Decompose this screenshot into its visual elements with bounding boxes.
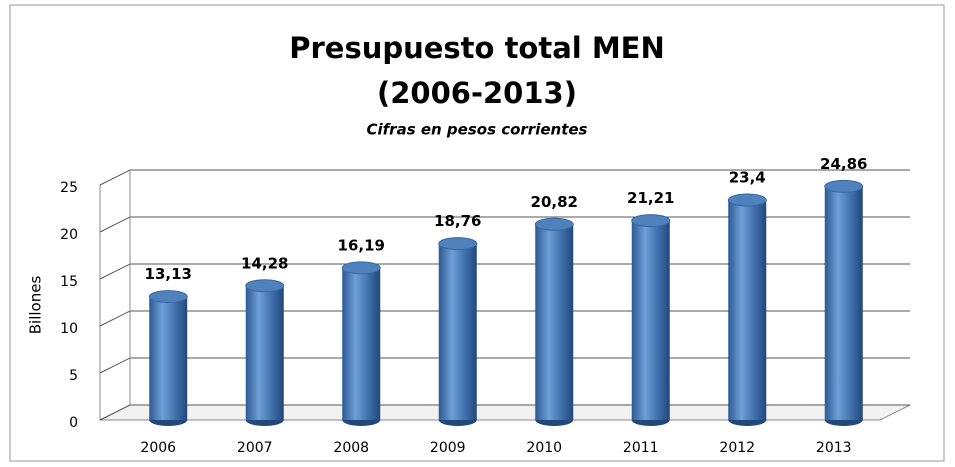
value-label: 20,82	[531, 193, 578, 211]
y-tick-label: 10	[60, 321, 78, 337]
grid-line	[99, 169, 131, 186]
bar-top	[727, 193, 767, 207]
value-label: 23,4	[729, 169, 766, 187]
bar	[535, 224, 574, 420]
value-label: 21,21	[627, 189, 674, 207]
bar-top	[341, 261, 381, 275]
y-tick-label: 20	[60, 227, 78, 243]
bar-top	[438, 237, 478, 251]
bar	[149, 296, 188, 420]
grid-line	[99, 357, 131, 374]
bar	[342, 267, 381, 420]
chart-title: Presupuesto total MEN	[289, 31, 665, 65]
grid-line	[99, 263, 131, 280]
value-label: 13,13	[145, 265, 192, 283]
floor	[99, 404, 911, 421]
bar	[438, 243, 477, 420]
x-tick-label: 2010	[526, 440, 562, 456]
chart-subtitle: Cifras en pesos corrientes	[367, 121, 588, 139]
grid-line	[99, 310, 131, 327]
bar-top	[245, 279, 285, 293]
x-tick-label: 2013	[816, 440, 852, 456]
grid-line	[99, 404, 131, 421]
value-label: 18,76	[434, 212, 481, 230]
bar	[631, 220, 670, 420]
x-tick-label: 2008	[333, 440, 369, 456]
y-tick-label: 15	[60, 274, 78, 290]
y-tick-label: 0	[69, 415, 78, 431]
bar-top	[534, 217, 574, 231]
bar-top	[148, 290, 188, 304]
value-label: 14,28	[241, 254, 288, 272]
value-label: 16,19	[338, 236, 385, 254]
value-label: 24,86	[820, 155, 867, 173]
bar	[824, 186, 863, 420]
y-axis-label: Billones	[27, 276, 45, 335]
bar	[728, 200, 767, 420]
x-tick-label: 2006	[140, 440, 176, 456]
x-tick-label: 2011	[623, 440, 659, 456]
y-tick-label: 25	[60, 180, 78, 196]
bar-top	[824, 179, 864, 193]
x-tick-label: 2007	[237, 440, 273, 456]
x-tick-label: 2012	[719, 440, 755, 456]
chart-title: (2006-2013)	[377, 76, 577, 110]
y-tick-label: 5	[69, 368, 78, 384]
bar	[245, 285, 284, 420]
bar-top	[631, 214, 671, 228]
grid-line	[99, 216, 131, 233]
x-tick-label: 2009	[430, 440, 466, 456]
